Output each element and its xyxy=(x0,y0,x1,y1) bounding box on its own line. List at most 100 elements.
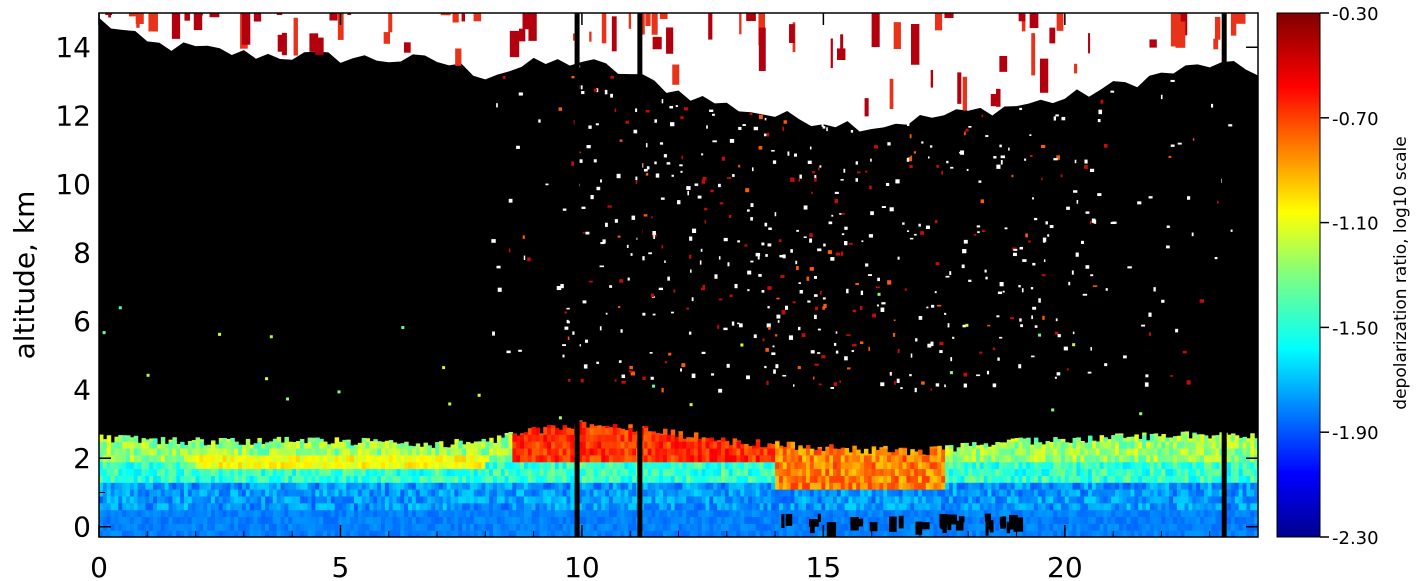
aerosol-cell xyxy=(763,461,768,470)
aerosol-cell xyxy=(249,482,255,490)
aerosol-cell xyxy=(1169,495,1174,504)
aerosol-cell xyxy=(373,489,378,497)
aerosol-cell xyxy=(1173,509,1178,518)
aerosol-cell xyxy=(496,516,502,524)
aerosol-cell xyxy=(481,530,486,537)
aerosol-cell xyxy=(755,495,761,504)
aerosol-cell xyxy=(1018,468,1023,476)
aerosol-cell xyxy=(253,530,258,537)
aerosol-cell xyxy=(1115,434,1120,442)
aerosol-cell xyxy=(508,461,513,470)
aerosol-cell xyxy=(1126,447,1132,456)
aerosol-cell xyxy=(1118,482,1124,490)
aerosol-cell xyxy=(473,468,479,476)
aerosol-cell xyxy=(1242,495,1248,504)
aerosol-cell xyxy=(829,509,834,518)
aerosol-cell xyxy=(786,454,792,463)
aerosol-cell xyxy=(554,447,560,456)
aerosol-cell xyxy=(249,530,255,537)
aerosol-cell xyxy=(608,495,614,504)
aerosol-cell xyxy=(647,509,653,518)
cirrus-streak xyxy=(281,32,287,56)
aerosol-cell xyxy=(975,461,981,470)
cirrus-streak xyxy=(957,72,962,104)
aerosol-cell xyxy=(299,502,305,511)
aerosol-cell xyxy=(520,509,525,518)
aerosol-cell xyxy=(523,516,529,524)
aerosol-cell xyxy=(180,530,185,537)
aerosol-cell xyxy=(624,447,629,456)
aerosol-cell xyxy=(527,434,533,442)
aerosol-cell xyxy=(1254,468,1258,476)
speckle xyxy=(872,313,876,318)
speckle xyxy=(881,302,886,305)
speckle xyxy=(781,310,786,315)
aerosol-cell xyxy=(381,516,386,524)
aerosol-cell xyxy=(798,461,803,470)
aerosol-cell xyxy=(141,489,146,497)
speckle xyxy=(602,239,606,244)
aerosol-cell xyxy=(211,516,216,524)
speckle xyxy=(718,298,723,301)
aerosol-cell xyxy=(404,447,409,456)
aerosol-cell xyxy=(748,482,753,490)
aerosol-cell xyxy=(767,454,772,463)
aerosol-cell xyxy=(435,468,440,476)
aerosol-cell xyxy=(419,502,425,511)
aerosol-cell xyxy=(129,509,135,518)
aerosol-cell xyxy=(1142,461,1147,470)
aerosol-cell xyxy=(261,444,266,449)
aerosol-cell xyxy=(527,523,533,531)
aerosol-cell xyxy=(1030,502,1035,511)
aerosol-cell xyxy=(647,454,653,463)
aerosol-cell xyxy=(1064,495,1070,504)
aerosol-cell xyxy=(674,461,680,470)
aerosol-cell xyxy=(1173,447,1178,456)
aerosol-cell xyxy=(1045,454,1050,463)
aerosol-cell xyxy=(489,523,494,531)
aerosol-cell xyxy=(1200,530,1205,537)
aerosol-cell xyxy=(238,444,243,449)
speckle xyxy=(913,151,916,154)
aerosol-cell xyxy=(852,509,857,518)
aerosol-cell xyxy=(933,523,938,531)
aerosol-cell xyxy=(122,435,127,442)
aerosol-cell xyxy=(809,448,815,456)
aerosol-cell xyxy=(805,530,811,537)
aerosol-cell xyxy=(106,475,112,483)
aerosol-cell xyxy=(195,468,201,476)
aerosol-cell xyxy=(512,454,517,463)
aerosol-cell xyxy=(1095,523,1101,531)
aerosol-cell xyxy=(245,489,251,497)
aerosol-cell xyxy=(1122,516,1128,524)
aerosol-cell xyxy=(1188,502,1193,511)
aerosol-cell xyxy=(809,475,815,483)
aerosol-cell xyxy=(1103,437,1108,442)
speckle xyxy=(646,166,650,170)
aerosol-cell xyxy=(226,468,231,476)
aerosol-cell xyxy=(1111,435,1116,442)
aerosol-cell xyxy=(724,509,730,518)
aerosol-cell xyxy=(558,461,564,470)
aerosol-cell xyxy=(975,495,981,504)
aerosol-cell xyxy=(299,475,305,483)
aerosol-cell xyxy=(133,482,139,490)
aerosol-cell xyxy=(462,530,467,537)
aerosol-cell xyxy=(697,509,703,518)
aerosol-cell xyxy=(848,482,853,490)
aerosol-cell xyxy=(543,475,548,483)
aerosol-cell xyxy=(809,495,815,504)
aerosol-cell xyxy=(1026,530,1031,537)
aerosol-cell xyxy=(330,516,336,524)
aerosol-cell xyxy=(261,475,266,483)
aerosol-cell xyxy=(1211,475,1217,483)
aerosol-cell xyxy=(369,516,374,524)
aerosol-cell xyxy=(767,509,772,518)
speckle xyxy=(799,174,802,179)
speckle xyxy=(758,273,762,277)
aerosol-cell xyxy=(288,468,293,476)
aerosol-cell xyxy=(972,502,977,511)
aerosol-cell xyxy=(1250,509,1255,518)
aerosol-cell xyxy=(384,516,390,524)
speckle xyxy=(1192,138,1195,141)
